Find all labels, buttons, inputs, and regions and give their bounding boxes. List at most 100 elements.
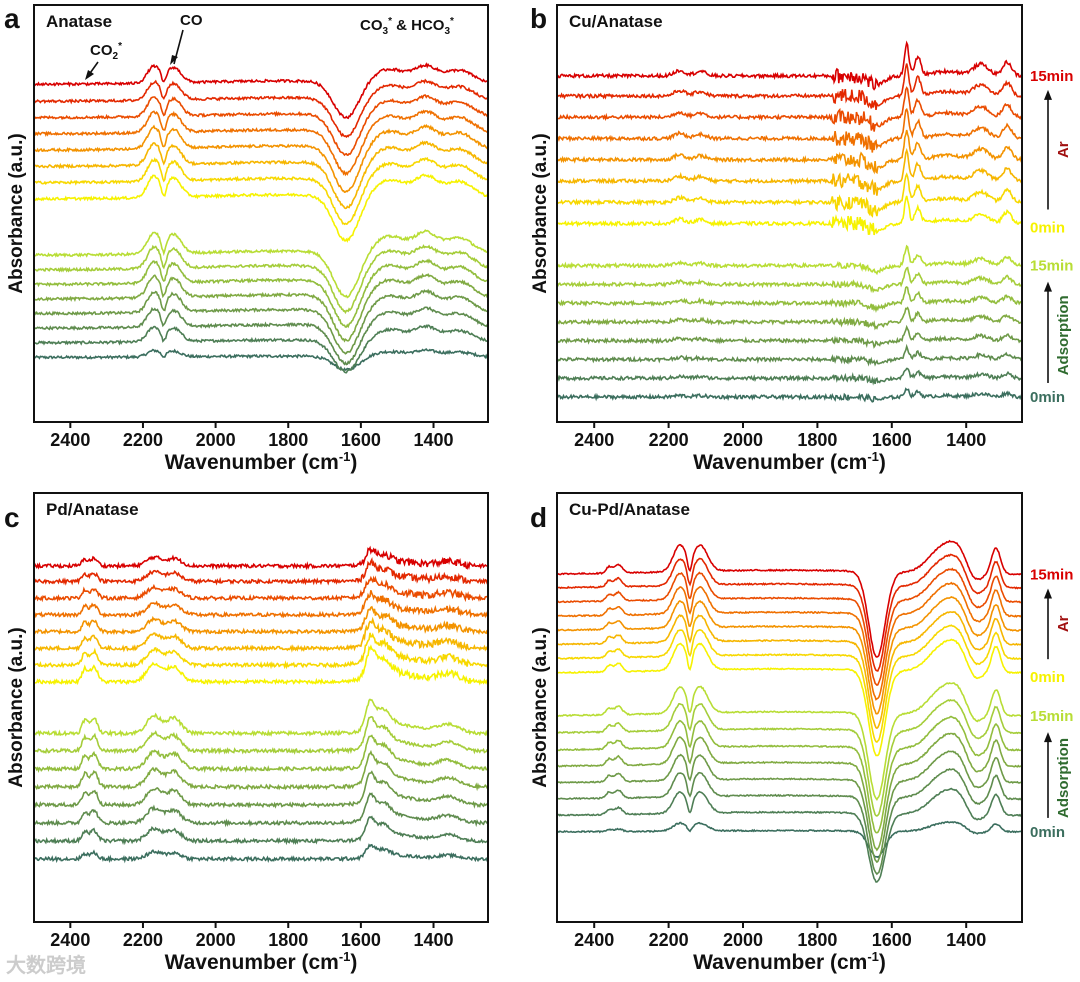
arrowhead-icon [1044,281,1052,292]
spectrum-ar-3 [556,595,1022,715]
x-tick-label: 2000 [723,930,763,950]
spectrum-adsorption-7 [556,244,1023,276]
spectrum-ar-5 [33,94,489,157]
spectrum-adsorption-2 [556,767,1022,876]
plot-frame [556,492,1023,923]
adsorption-group-label: Adsorption [1055,738,1072,818]
panel-a: 2400 2200 2000 1800 1600 1400 Wavenumber (cm-1… [4,3,489,474]
spectrum-ar-2 [556,147,1023,196]
spectrum-adsorption-2 [33,792,489,828]
adsorption-start-label: 0min [1030,824,1065,841]
spectrum-adsorption-3 [33,770,488,809]
x-tick-label: 2200 [123,430,163,450]
spectrum-adsorption-1 [33,815,489,846]
x-axis-label: Wavenumber (cm-1) [165,449,358,474]
spectrum-ar-6 [33,78,489,139]
x-axis-label-sup: -1 [339,949,351,964]
spectrum-ar-6 [556,553,1023,672]
x-tick-label: 1800 [268,930,308,950]
x-tick-label: 2000 [196,930,236,950]
spectrum-adsorption-5 [557,286,1023,314]
x-tick-label: 1600 [341,430,381,450]
x-axis-label-sup: -1 [867,949,879,964]
spectrum-ar-7 [33,62,489,120]
x-tick-label: 1800 [797,430,837,450]
ar-group-label: Ar [1055,615,1072,632]
x-tick-label: 2200 [649,430,689,450]
panel-d: 2400 2200 2000 1800 1600 1400 Wavenumber (cm-1… [530,492,1073,974]
x-axis-label-sup: -1 [867,449,879,464]
spectrum-ar-0 [33,644,489,686]
spectrum-adsorption-3 [556,750,1022,864]
y-axis-label: Absorbance (a.u.) [6,627,27,787]
spectrum-ar-1 [33,632,489,670]
arrowhead-icon [1044,588,1052,599]
spectrum-ar-2 [556,611,1022,730]
spectrum-adsorption-4 [33,272,489,343]
ar-start-label: 0min [1030,220,1065,237]
x-axis-label-end: ) [879,951,886,974]
spectrum-ar-3 [33,123,489,193]
spectrum-adsorption-5 [556,715,1023,834]
spectrum-adsorption-1 [556,787,1023,883]
x-tick-label: 2000 [723,430,763,450]
plot-frame [556,4,1023,423]
annotation-carbonate: CO3* & HCO3* [360,16,454,37]
arrowhead-icon [1044,732,1052,743]
spectrum-adsorption-7 [556,682,1022,801]
panel-title: Anatase [46,12,112,31]
ar-group-label: Ar [1055,141,1072,158]
y-axis-label: Absorbance (a.u.) [530,627,551,787]
x-tick-label: 1600 [341,930,381,950]
spectrum-ar-1 [33,156,489,226]
spectrum-ar-6 [33,556,489,586]
x-tick-label: 2000 [196,430,236,450]
spectrum-ar-3 [556,129,1023,175]
panel-title: Cu/Anatase [569,12,663,31]
x-axis-label: Wavenumber (cm-1) [693,949,886,974]
x-axis-label: Wavenumber (cm-1) [693,449,886,474]
spectrum-adsorption-6 [33,715,489,755]
annotation-co2: CO2* [90,41,122,62]
spectrum-adsorption-1 [556,367,1023,386]
spectrum-adsorption-6 [33,244,489,315]
spectrum-ar-7 [556,539,1023,658]
spectrum-ar-2 [33,140,489,210]
spectrum-adsorption-0 [33,843,489,864]
adsorption-start-label: 0min [1030,389,1065,406]
annotation-co: CO [180,12,203,29]
spectrum-adsorption-3 [556,324,1023,349]
adsorption-group-label: Adsorption [1055,295,1072,375]
panel-b: 2400 2200 2000 1800 1600 1400 Wavenumber (cm-1… [530,3,1073,474]
spectrum-adsorption-4 [556,732,1023,852]
panel-title: Cu-Pd/Anatase [569,500,690,519]
spectrum-ar-3 [33,605,489,636]
ar-start-label: 0min [1030,669,1065,686]
spectrum-adsorption-7 [33,698,489,738]
x-axis-label-end: ) [350,451,357,474]
spectrum-ar-7 [556,40,1023,91]
spectrum-ar-5 [33,575,489,603]
panel-letter: c [4,502,20,533]
panel-c: 2400 2200 2000 1800 1600 1400 Wavenumber (cm-1… [4,492,489,974]
x-axis-label: Wavenumber (cm-1) [165,949,358,974]
x-tick-label: 1800 [268,430,308,450]
spectrum-adsorption-1 [33,324,489,374]
spectrum-ar-0 [556,638,1023,757]
x-tick-label: 2200 [123,930,163,950]
spectrum-adsorption-7 [33,229,489,299]
ar-end-label: 15min [1030,567,1073,584]
spectrum-ar-1 [556,624,1023,743]
spectrum-ar-0 [556,195,1023,236]
spectrum-adsorption-5 [33,734,489,774]
spectrum-ar-5 [556,567,1023,687]
x-tick-label: 1400 [946,430,986,450]
panel-letter: d [530,502,547,533]
x-tick-label: 2400 [574,430,614,450]
x-tick-label: 2400 [50,930,90,950]
spectrum-ar-0 [33,173,489,243]
x-tick-label: 2200 [649,930,689,950]
spectrum-ar-6 [556,63,1023,111]
spectrum-adsorption-3 [33,288,489,355]
